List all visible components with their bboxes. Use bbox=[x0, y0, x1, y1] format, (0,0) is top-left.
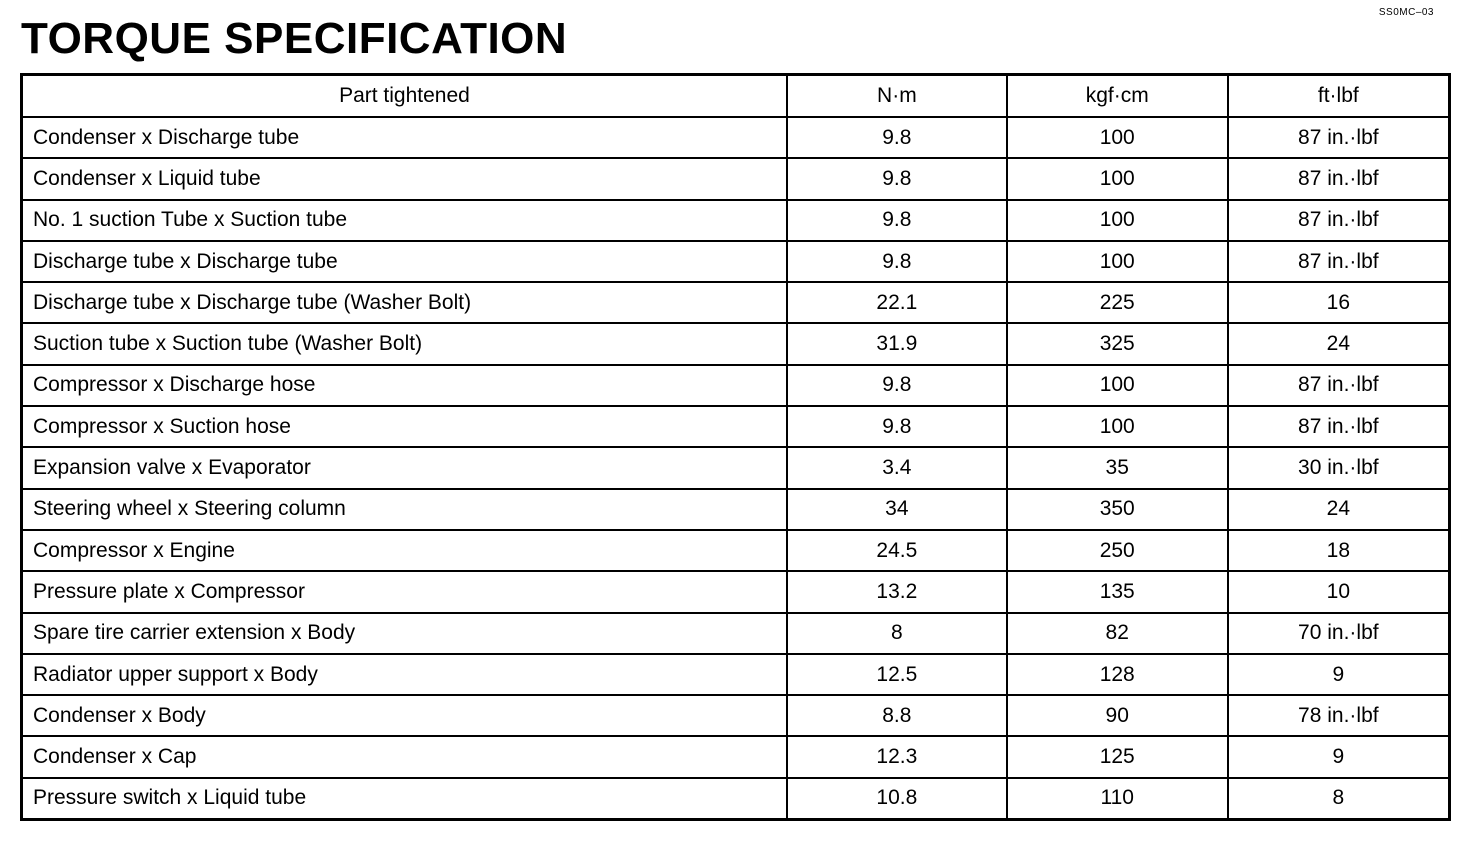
ftlbf-cell: 30 in.·lbf bbox=[1226, 446, 1451, 490]
ftlbf-cell: 87 in.·lbf bbox=[1226, 157, 1451, 201]
nm-cell: 22.1 bbox=[785, 281, 1008, 325]
table-row: Pressure switch x Liquid tube 10.8 110 8 bbox=[20, 776, 1451, 821]
nm-cell: 12.3 bbox=[785, 735, 1008, 779]
ftlbf-cell: 70 in.·lbf bbox=[1226, 611, 1451, 655]
header-part: Part tightened bbox=[20, 73, 788, 118]
kgfcm-cell: 100 bbox=[1005, 115, 1229, 160]
part-cell: Compressor x Suction hose bbox=[20, 405, 788, 449]
table-row: Spare tire carrier extension x Body 8 82 70… bbox=[20, 611, 1451, 655]
ftlbf-cell: 87 in.·lbf bbox=[1226, 115, 1451, 160]
kgfcm-cell: 100 bbox=[1005, 405, 1229, 449]
kgfcm-cell: 225 bbox=[1005, 281, 1229, 325]
nm-cell: 34 bbox=[785, 487, 1008, 531]
nm-cell: 24.5 bbox=[785, 528, 1008, 573]
nm-cell: 9.8 bbox=[785, 157, 1008, 201]
nm-cell: 9.8 bbox=[785, 405, 1008, 449]
ftlbf-cell: 87 in.·lbf bbox=[1226, 363, 1451, 408]
header-row: Part tightened N·m kgf·cm ft·lbf bbox=[20, 73, 1451, 118]
kgfcm-cell: 100 bbox=[1005, 157, 1229, 201]
part-cell: Condenser x Liquid tube bbox=[20, 157, 788, 201]
part-cell: Discharge tube x Discharge tube (Washer … bbox=[20, 281, 788, 325]
table-row: Condenser x Liquid tube 9.8 100 87 in.·lbf bbox=[20, 157, 1451, 201]
ftlbf-cell: 87 in.·lbf bbox=[1226, 198, 1451, 242]
part-cell: Steering wheel x Steering column bbox=[20, 487, 788, 531]
ftlbf-cell: 18 bbox=[1226, 528, 1451, 573]
part-cell: Spare tire carrier extension x Body bbox=[20, 611, 788, 655]
nm-cell: 8 bbox=[785, 611, 1008, 655]
kgfcm-cell: 100 bbox=[1005, 198, 1229, 242]
kgfcm-cell: 128 bbox=[1005, 652, 1229, 697]
table-row: Discharge tube x Discharge tube (Washer … bbox=[20, 281, 1451, 325]
torque-table: Part tightened N·m kgf·cm ft·lbf Condens… bbox=[20, 73, 1451, 822]
table-row: Steering wheel x Steering column 34 350 24 bbox=[20, 487, 1451, 531]
nm-cell: 8.8 bbox=[785, 694, 1008, 738]
ftlbf-cell: 24 bbox=[1226, 487, 1451, 531]
table-row: Compressor x Suction hose 9.8 100 87 in.·lb… bbox=[20, 405, 1451, 449]
part-cell: Pressure switch x Liquid tube bbox=[20, 776, 788, 821]
ftlbf-cell: 78 in.·lbf bbox=[1226, 694, 1451, 738]
nm-cell: 13.2 bbox=[785, 570, 1008, 614]
kgfcm-cell: 350 bbox=[1005, 487, 1229, 531]
kgfcm-cell: 250 bbox=[1005, 528, 1229, 573]
nm-cell: 3.4 bbox=[785, 446, 1008, 490]
nm-cell: 9.8 bbox=[785, 239, 1008, 284]
nm-cell: 12.5 bbox=[785, 652, 1008, 697]
part-cell: Radiator upper support x Body bbox=[20, 652, 788, 697]
nm-cell: 9.8 bbox=[785, 198, 1008, 242]
nm-cell: 10.8 bbox=[785, 776, 1008, 821]
kgfcm-cell: 100 bbox=[1005, 363, 1229, 408]
document-code: SS0MC–03 bbox=[1378, 7, 1434, 18]
part-cell: Discharge tube x Discharge tube bbox=[20, 239, 788, 284]
kgfcm-cell: 35 bbox=[1005, 446, 1229, 490]
kgfcm-cell: 110 bbox=[1005, 776, 1229, 821]
ftlbf-cell: 10 bbox=[1226, 570, 1451, 614]
nm-cell: 9.8 bbox=[785, 363, 1008, 408]
part-cell: Condenser x Cap bbox=[20, 735, 788, 779]
table-row: Compressor x Discharge hose 9.8 100 87 in.·… bbox=[20, 363, 1451, 408]
table-row: Pressure plate x Compressor 13.2 135 10 bbox=[20, 570, 1451, 614]
part-cell: Pressure plate x Compressor bbox=[20, 570, 788, 614]
part-cell: Condenser x Body bbox=[20, 694, 788, 738]
kgfcm-cell: 100 bbox=[1005, 239, 1229, 284]
part-cell: Expansion valve x Evaporator bbox=[20, 446, 788, 490]
table-row: Suction tube x Suction tube (Washer Bolt… bbox=[20, 322, 1451, 366]
part-cell: Suction tube x Suction tube (Washer Bolt… bbox=[20, 322, 788, 366]
table-row: No. 1 suction Tube x Suction tube 9.8 100 8… bbox=[20, 198, 1451, 242]
ftlbf-cell: 24 bbox=[1226, 322, 1451, 366]
table-row: Compressor x Engine 24.5 250 18 bbox=[20, 528, 1451, 573]
part-cell: Compressor x Engine bbox=[20, 528, 788, 573]
kgfcm-cell: 325 bbox=[1005, 322, 1229, 366]
header-ftlbf: ft·lbf bbox=[1226, 73, 1451, 118]
kgfcm-cell: 82 bbox=[1005, 611, 1229, 655]
table-row: Radiator upper support x Body 12.5 128 9 bbox=[20, 652, 1451, 697]
table-row: Condenser x Discharge tube 9.8 100 87 in.·l… bbox=[20, 115, 1451, 160]
part-cell: Condenser x Discharge tube bbox=[20, 115, 788, 160]
table-row: Expansion valve x Evaporator 3.4 35 30 in.·… bbox=[20, 446, 1451, 490]
table-row: Condenser x Body 8.8 90 78 in.·lbf bbox=[20, 694, 1451, 738]
ftlbf-cell: 9 bbox=[1226, 652, 1451, 697]
header-kgfcm: kgf·cm bbox=[1005, 73, 1229, 118]
ftlbf-cell: 9 bbox=[1226, 735, 1451, 779]
kgfcm-cell: 90 bbox=[1005, 694, 1229, 738]
nm-cell: 9.8 bbox=[785, 115, 1008, 160]
ftlbf-cell: 8 bbox=[1226, 776, 1451, 821]
table-row: Discharge tube x Discharge tube 9.8 100 87 … bbox=[20, 239, 1451, 284]
kgfcm-cell: 135 bbox=[1005, 570, 1229, 614]
table-row: Condenser x Cap 12.3 125 9 bbox=[20, 735, 1451, 779]
kgfcm-cell: 125 bbox=[1005, 735, 1229, 779]
nm-cell: 31.9 bbox=[785, 322, 1008, 366]
part-cell: Compressor x Discharge hose bbox=[20, 363, 788, 408]
page-title: TORQUE SPECIFICATION bbox=[21, 14, 568, 63]
ftlbf-cell: 87 in.·lbf bbox=[1226, 405, 1451, 449]
ftlbf-cell: 87 in.·lbf bbox=[1226, 239, 1451, 284]
ftlbf-cell: 16 bbox=[1226, 281, 1451, 325]
header-nm: N·m bbox=[785, 73, 1008, 118]
part-cell: No. 1 suction Tube x Suction tube bbox=[20, 198, 788, 242]
